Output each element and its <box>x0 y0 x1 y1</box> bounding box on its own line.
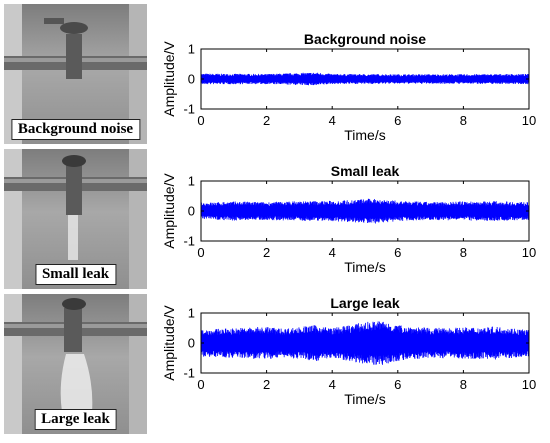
x-tick-label: 10 <box>522 245 536 260</box>
x-tick-label: 4 <box>329 377 336 392</box>
faucet-illustration <box>4 4 147 144</box>
y-tick-label: 0 <box>188 336 195 351</box>
signal-trace <box>200 72 530 86</box>
y-tick-label: -1 <box>183 102 195 117</box>
x-tick-label: 6 <box>394 377 401 392</box>
x-axis-label: Time/s <box>344 127 385 143</box>
photo-large-leak: Large leak <box>4 294 147 434</box>
x-tick-label: 10 <box>522 113 536 128</box>
faucet-illustration <box>4 294 147 434</box>
x-tick-label: 4 <box>329 245 336 260</box>
x-tick-label: 0 <box>197 377 204 392</box>
x-tick-label: 2 <box>263 245 270 260</box>
y-tick-label: 1 <box>188 174 195 189</box>
x-tick-label: 8 <box>460 245 467 260</box>
x-tick-label: 0 <box>197 245 204 260</box>
y-tick-label: 1 <box>188 306 195 321</box>
photo-label: Small leak <box>34 264 117 285</box>
x-tick-label: 8 <box>460 113 467 128</box>
photo-small-leak: Small leak <box>4 149 147 289</box>
photo-label: Background noise <box>10 119 141 140</box>
chart-title: Large leak <box>330 295 399 311</box>
x-tick-label: 0 <box>197 113 204 128</box>
x-tick-label: 2 <box>263 377 270 392</box>
x-tick-label: 6 <box>394 113 401 128</box>
photo-label: Large leak <box>34 409 117 430</box>
x-tick-label: 4 <box>329 113 336 128</box>
y-axis-label: Amplitude/V <box>161 305 177 381</box>
signal-trace <box>200 321 530 365</box>
chart-title: Background noise <box>304 31 426 47</box>
x-axis-label: Time/s <box>344 391 385 407</box>
y-tick-label: -1 <box>183 366 195 381</box>
x-axis-label: Time/s <box>344 259 385 275</box>
x-tick-label: 8 <box>460 377 467 392</box>
y-tick-label: -1 <box>183 234 195 249</box>
x-tick-label: 10 <box>522 377 536 392</box>
photo-background-noise: Background noise <box>4 4 147 144</box>
y-tick-label: 0 <box>188 72 195 87</box>
chart-title: Small leak <box>331 163 400 179</box>
y-axis-label: Amplitude/V <box>161 173 177 249</box>
y-tick-label: 0 <box>188 204 195 219</box>
x-tick-label: 6 <box>394 245 401 260</box>
y-tick-label: 1 <box>188 42 195 57</box>
x-tick-label: 2 <box>263 113 270 128</box>
signal-trace <box>200 198 530 224</box>
faucet-illustration <box>4 149 147 289</box>
y-axis-label: Amplitude/V <box>161 41 177 117</box>
